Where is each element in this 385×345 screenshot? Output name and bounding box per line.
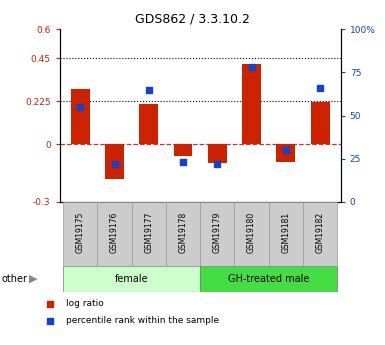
Text: GSM19175: GSM19175 (76, 212, 85, 253)
Text: GSM19178: GSM19178 (179, 212, 187, 253)
Point (146, 87, 152, 92)
Bar (166, 202, 200, 266)
Point (284, 213, 290, 218)
Point (317, 85, 323, 91)
Point (77, 104, 83, 110)
Point (111, 161, 117, 167)
Text: GSM19177: GSM19177 (144, 212, 153, 253)
Bar (200, 266, 337, 292)
Bar (63, 266, 200, 292)
Bar (269, 202, 303, 266)
Bar (242, 64, 261, 144)
Text: percentile rank within the sample: percentile rank within the sample (66, 316, 219, 325)
Text: other: other (2, 274, 28, 284)
Bar (303, 202, 337, 266)
Bar (97, 202, 132, 266)
Text: GSM19180: GSM19180 (247, 212, 256, 253)
Bar (311, 102, 330, 144)
Text: ▶: ▶ (29, 274, 38, 284)
Point (214, 161, 221, 167)
Text: GSM19181: GSM19181 (281, 212, 290, 253)
Point (283, 147, 289, 153)
Bar (208, 144, 227, 164)
Point (284, 61, 290, 67)
Text: GSM19182: GSM19182 (316, 212, 325, 253)
Bar (63, 202, 97, 266)
Bar (71, 89, 90, 144)
Point (180, 159, 186, 165)
Text: GH-treated male: GH-treated male (228, 274, 310, 284)
Text: GSM19176: GSM19176 (110, 212, 119, 253)
Bar (200, 202, 234, 266)
Text: female: female (115, 274, 149, 284)
Bar (105, 144, 124, 179)
Bar (234, 202, 269, 266)
Text: GSM19179: GSM19179 (213, 212, 222, 253)
Text: log ratio: log ratio (66, 299, 104, 308)
Bar (276, 144, 295, 161)
Point (249, 65, 255, 70)
Bar (132, 202, 166, 266)
Bar (174, 144, 192, 156)
Bar (139, 104, 158, 144)
Text: GDS862 / 3.3.10.2: GDS862 / 3.3.10.2 (135, 12, 250, 25)
